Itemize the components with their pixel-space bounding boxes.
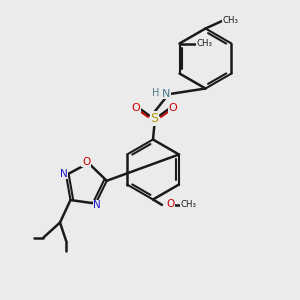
- Text: CH₃: CH₃: [196, 39, 212, 48]
- Text: N: N: [93, 200, 101, 210]
- Text: O: O: [169, 103, 178, 113]
- Text: CH₃: CH₃: [222, 16, 238, 25]
- Text: H: H: [152, 88, 160, 98]
- Text: CH₃: CH₃: [180, 200, 196, 209]
- Text: O: O: [166, 199, 174, 209]
- Text: N: N: [162, 89, 170, 99]
- Text: S: S: [151, 112, 158, 125]
- Text: O: O: [82, 157, 90, 166]
- Text: O: O: [131, 103, 140, 113]
- Text: N: N: [60, 169, 68, 178]
